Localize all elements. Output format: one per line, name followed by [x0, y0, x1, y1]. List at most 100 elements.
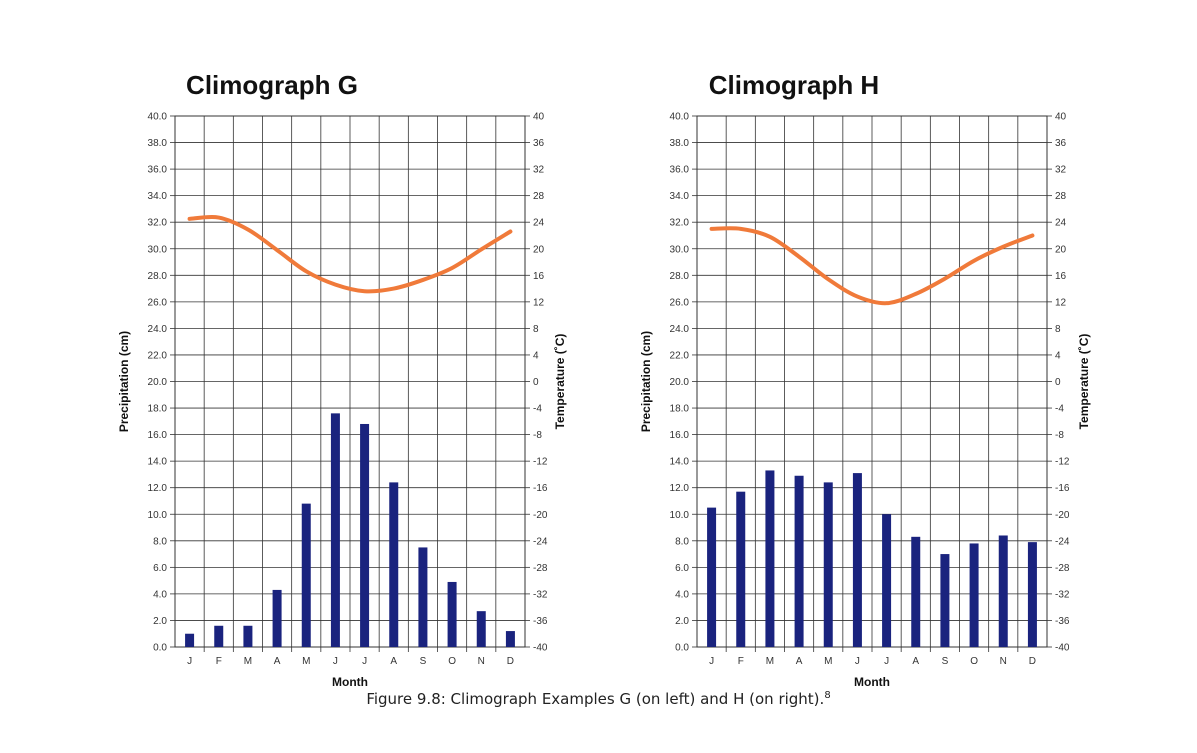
y-tick-label: 24.0 — [670, 324, 690, 335]
precipitation-bar — [911, 536, 921, 647]
y-tick-label: 18.0 — [670, 404, 690, 415]
y2-tick-label: -12 — [533, 457, 548, 468]
y-axis-label: Precipitation (cm) — [117, 331, 131, 432]
y2-tick-label: -20 — [533, 510, 548, 521]
y-tick-label: 40.0 — [148, 112, 168, 123]
precipitation-bar — [185, 633, 195, 647]
y-tick-label: 18.0 — [148, 404, 168, 415]
precipitation-bar — [765, 470, 775, 647]
y-tick-label: 34.0 — [148, 191, 168, 202]
precipitation-bar — [330, 413, 340, 647]
y2-tick-label: 28 — [533, 191, 545, 202]
precipitation-bar — [736, 491, 746, 647]
y-tick-label: 22.0 — [670, 350, 690, 361]
y-tick-label: 0.0 — [675, 643, 689, 654]
x-tick-label: D — [1029, 656, 1036, 667]
y-tick-label: 0.0 — [153, 643, 167, 654]
precipitation-bar — [794, 475, 804, 647]
precipitation-bar — [969, 543, 979, 647]
y2-tick-label: 20 — [533, 244, 545, 255]
y2-tick-label: -32 — [1055, 589, 1070, 600]
x-tick-label: M — [302, 656, 310, 667]
caption-text: Figure 9.8: Climograph Examples G (on le… — [366, 690, 825, 708]
y2-tick-label: -4 — [533, 404, 542, 415]
x-tick-label: J — [855, 656, 860, 667]
y2-tick-label: -24 — [533, 536, 548, 547]
x-tick-label: J — [884, 656, 889, 667]
precipitation-bar — [1027, 542, 1037, 647]
y2-tick-label: 8 — [1055, 324, 1061, 335]
plot-frame — [696, 115, 1048, 648]
x-tick-label: A — [274, 656, 281, 667]
y2-axis-label: Temperature (˚C) — [1077, 334, 1091, 430]
x-axis-label: Month — [332, 675, 368, 689]
x-tick-label: J — [333, 656, 338, 667]
x-tick-label: F — [738, 656, 744, 667]
y-tick-label: 10.0 — [670, 510, 690, 521]
y2-tick-label: -28 — [533, 563, 548, 574]
x-tick-label: F — [216, 656, 222, 667]
y2-tick-label: 16 — [1055, 271, 1067, 282]
figure-caption: Figure 9.8: Climograph Examples G (on le… — [0, 690, 1197, 708]
y-axis-label: Precipitation (cm) — [639, 331, 653, 432]
temperature-line — [187, 214, 513, 294]
y-tick-label: 34.0 — [670, 191, 690, 202]
y2-tick-label: 20 — [1055, 244, 1067, 255]
y-tick-label: 6.0 — [153, 563, 167, 574]
x-tick-label: J — [187, 656, 192, 667]
x-tick-label: A — [796, 656, 803, 667]
x-tick-label: M — [824, 656, 832, 667]
y2-tick-label: -32 — [533, 589, 548, 600]
y-tick-label: 22.0 — [148, 350, 168, 361]
y-tick-label: 20.0 — [148, 377, 168, 388]
y2-tick-label: -20 — [1055, 510, 1070, 521]
x-tick-label: D — [507, 656, 514, 667]
x-tick-label: N — [1000, 656, 1007, 667]
y2-tick-label: 28 — [1055, 191, 1067, 202]
y-tick-label: 4.0 — [153, 589, 167, 600]
precipitation-bar — [243, 625, 253, 647]
y2-tick-label: -8 — [1055, 430, 1064, 441]
y-tick-label: 30.0 — [670, 244, 690, 255]
climograph-g: Climograph G 0.0 2.0 4.0 6.0 8.0 10.0 12.0 14.0 1… — [117, 70, 567, 689]
y2-tick-label: -36 — [1055, 616, 1070, 627]
precipitation-bar — [823, 482, 833, 647]
climograph-h: Climograph H 0.0 2.0 4.0 6.0 8.0 10.0 12.0 14.0 1… — [639, 70, 1091, 689]
precipitation-bar — [852, 473, 862, 647]
y-tick-label: 26.0 — [148, 297, 168, 308]
x-tick-label: J — [362, 656, 367, 667]
y2-tick-label: 36 — [1055, 138, 1067, 149]
chart-title: Climograph G — [186, 70, 358, 100]
y2-tick-label: 12 — [533, 297, 545, 308]
precipitation-bar — [389, 482, 399, 647]
y-tick-label: 26.0 — [670, 297, 690, 308]
precipitation-bar — [214, 625, 224, 647]
y2-tick-label: 8 — [533, 324, 539, 335]
y2-tick-label: 32 — [533, 165, 545, 176]
precipitation-bar — [882, 514, 892, 647]
y2-tick-label: -40 — [1055, 643, 1070, 654]
y-tick-label: 8.0 — [153, 536, 167, 547]
y-tick-label: 10.0 — [148, 510, 168, 521]
y-tick-label: 36.0 — [148, 165, 168, 176]
y-tick-label: 12.0 — [148, 483, 168, 494]
y-tick-label: 6.0 — [675, 563, 689, 574]
precipitation-bar — [301, 503, 311, 647]
y2-tick-label: 0 — [533, 377, 539, 388]
x-axis-label: Month — [854, 675, 890, 689]
x-tick-label: N — [478, 656, 485, 667]
y-tick-label: 32.0 — [670, 218, 690, 229]
x-tick-label: S — [420, 656, 427, 667]
y-tick-label: 16.0 — [670, 430, 690, 441]
temperature-line — [709, 226, 1035, 306]
y2-tick-label: 4 — [533, 350, 539, 361]
y-tick-label: 4.0 — [675, 589, 689, 600]
y-tick-label: 14.0 — [148, 457, 168, 468]
y2-tick-label: 36 — [533, 138, 545, 149]
chart-title: Climograph H — [709, 70, 879, 100]
y2-tick-label: 40 — [1055, 112, 1067, 123]
y-tick-label: 38.0 — [148, 138, 168, 149]
y-tick-label: 38.0 — [670, 138, 690, 149]
x-tick-label: J — [709, 656, 714, 667]
